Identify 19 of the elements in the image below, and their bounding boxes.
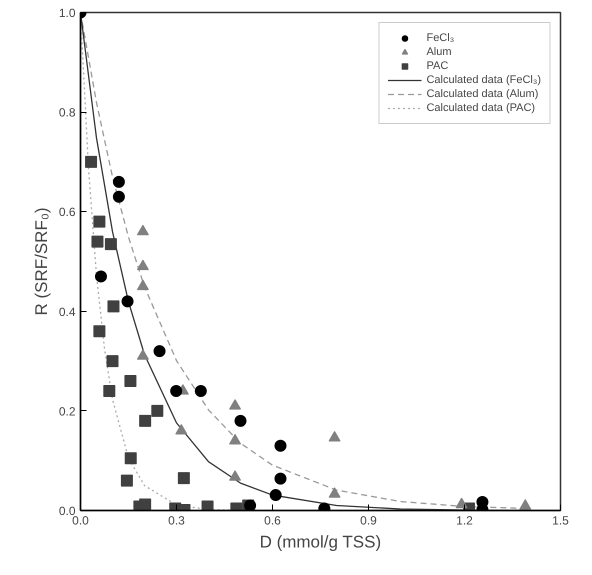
y-tick-label: 0.8	[58, 106, 76, 120]
x-axis-title: D (mmol/g TSS)	[260, 532, 382, 552]
legend-label: PAC	[426, 59, 448, 73]
legend-label: Calculated data (Alum)	[426, 87, 538, 101]
x-tick-label: 0.0	[72, 514, 90, 528]
legend-label: Calculated data (FeCl₃)	[426, 73, 541, 87]
legend-label: FeCl₃	[426, 31, 454, 45]
x-tick-label: 0.3	[168, 514, 186, 528]
y-axis-title: R (SRF/SRF₀)	[32, 207, 51, 316]
legend-label: Alum	[426, 45, 452, 59]
y-tick-label: 1.0	[58, 6, 76, 20]
y-tick-label: 0.2	[58, 404, 76, 418]
y-tick-label: 0.6	[58, 205, 76, 220]
x-tick-label: 0.9	[360, 514, 378, 528]
x-tick-label: 1.2	[456, 514, 474, 528]
x-tick-label: 0.6	[264, 514, 282, 528]
legend-label: Calculated data (PAC)	[426, 101, 536, 115]
x-tick-label: 1.5	[552, 514, 570, 528]
y-tick-label: 0.4	[58, 304, 76, 319]
